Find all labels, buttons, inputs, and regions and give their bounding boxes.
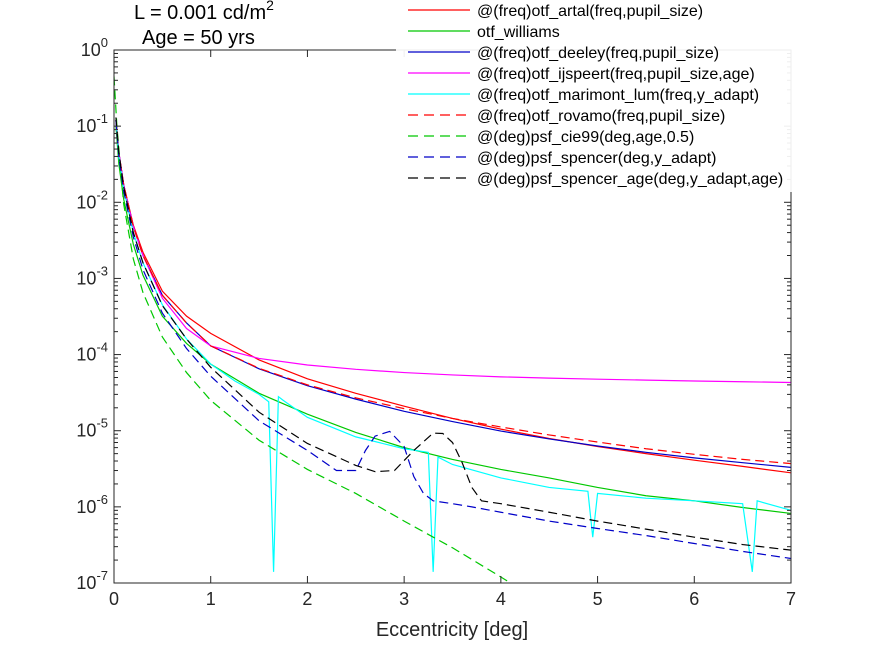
series-line-8 (115, 117, 791, 551)
y-tick-label: 10-1 (76, 111, 108, 136)
x-axis-label: Eccentricity [deg] (376, 619, 528, 641)
series-line-7 (115, 120, 791, 560)
y-tick-label: 10-4 (76, 340, 108, 365)
legend-label-5: @(freq)otf_rovamo(freq,pupil_size) (477, 108, 725, 125)
legend-label-8: @(deg)psf_spencer_age(deg,y_adapt,age) (477, 171, 783, 188)
title-block: L = 0.001 cd/m2 Age = 50 yrs (134, 0, 274, 49)
legend-label-1: otf_williams (477, 24, 560, 41)
legend-label-0: @(freq)otf_artal(freq,pupil_size) (477, 3, 703, 20)
x-tick-label: 7 (786, 589, 796, 609)
y-tick-label: 10-7 (76, 568, 108, 593)
y-tick-label: 10-6 (76, 492, 108, 517)
y-tick-label: 10-2 (76, 187, 108, 212)
chart-title-line1: L = 0.001 cd/m2 (134, 0, 274, 24)
series-line-6 (114, 76, 511, 583)
y-tick-label: 10-3 (76, 263, 108, 288)
x-tick-label: 5 (593, 589, 603, 609)
x-tick-label: 2 (302, 589, 312, 609)
legend-box (396, 0, 848, 192)
x-tick-label: 3 (399, 589, 409, 609)
x-tick-label: 6 (689, 589, 699, 609)
legend: @(freq)otf_artal(freq,pupil_size) otf_wil… (396, 0, 848, 192)
legend-label-2: @(freq)otf_deeley(freq,pupil_size) (477, 45, 719, 62)
y-tick-label: 100 (81, 35, 108, 60)
x-tick-label: 4 (496, 589, 506, 609)
legend-label-4: @(freq)otf_marimont_lum(freq,y_adapt) (477, 87, 759, 104)
title-superscript: 2 (266, 0, 274, 13)
series-line-1 (115, 126, 791, 515)
chart-title-line2: Age = 50 yrs (142, 27, 255, 49)
y-tick-label: 10-5 (76, 416, 108, 441)
legend-label-3: @(freq)otf_ijspeert(freq,pupil_size,age) (477, 66, 755, 83)
x-tick-label: 1 (206, 589, 216, 609)
x-tick-label: 0 (109, 589, 119, 609)
series-layer (114, 76, 791, 583)
legend-label-7: @(deg)psf_spencer(deg,y_adapt) (477, 150, 717, 167)
legend-label-6: @(deg)psf_cie99(deg,age,0.5) (477, 129, 694, 146)
series-line-5 (115, 120, 791, 465)
